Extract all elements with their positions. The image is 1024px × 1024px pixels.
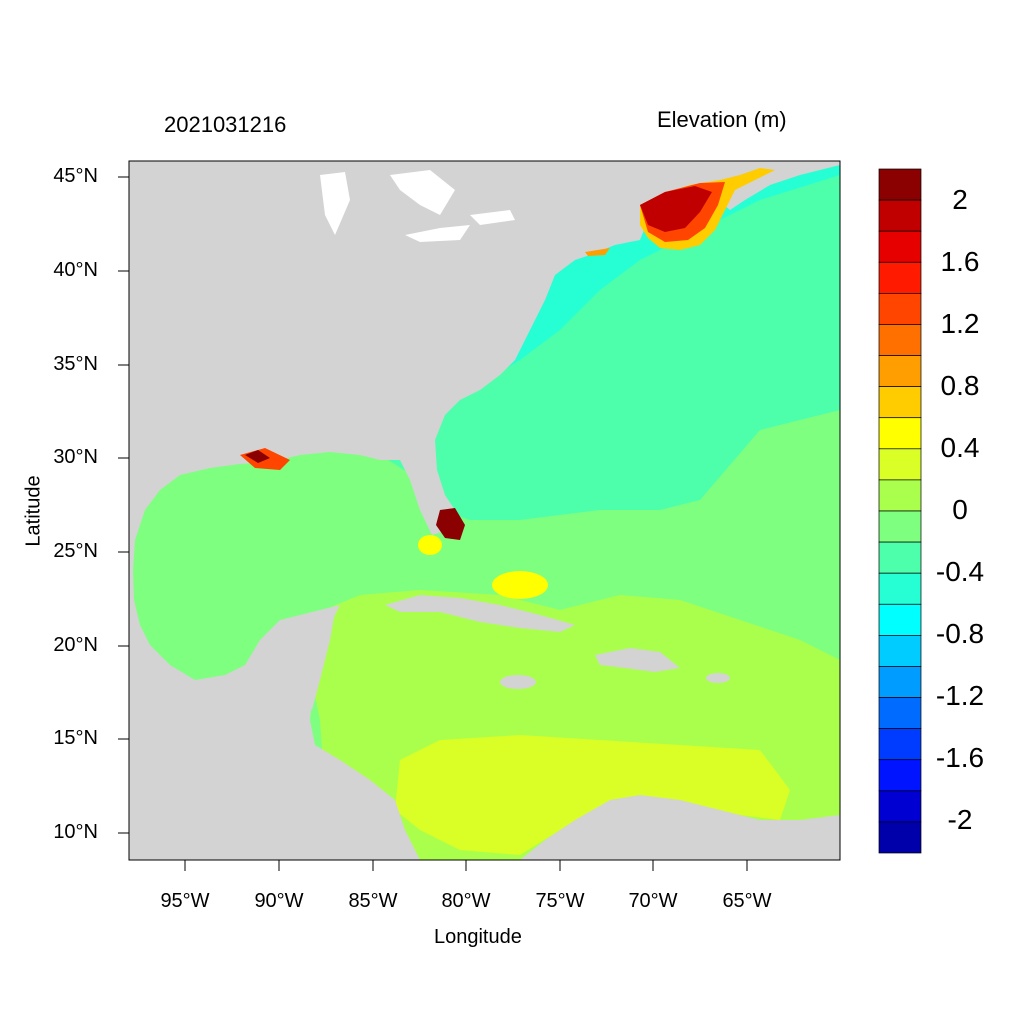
yucatan-land [260, 612, 335, 710]
colorbar-swatch [878, 261, 922, 294]
colorbar [878, 168, 922, 854]
colorbar-label: -0.8 [935, 618, 985, 649]
colorbar-swatch [878, 541, 922, 574]
long-island-surge [585, 248, 610, 256]
colorbar-swatch [878, 199, 922, 232]
colorbar-swatch [878, 355, 922, 387]
variable-title: Elevation (m) [657, 107, 787, 132]
y-tick-label: 45°N [53, 165, 98, 187]
x-tick-label: 85°W [348, 890, 398, 912]
colorbar-swatch [878, 603, 922, 636]
cuba-land [385, 595, 575, 632]
y-tick-label: 15°N [53, 727, 98, 749]
colorbar-swatch [878, 448, 922, 481]
colorbar-label: -2 [947, 804, 973, 835]
colorbar-swatch [878, 230, 922, 263]
south-caribbean-zone [395, 735, 790, 855]
colorbar-label: 0.8 [940, 370, 980, 401]
lake-michigan [320, 172, 350, 235]
x-tick-label: 70°W [628, 890, 678, 912]
x-tick-marks [184, 860, 748, 871]
colorbar-swatch [878, 821, 922, 854]
x-tick-label: 95°W [160, 890, 210, 912]
colorbar-swatch [878, 759, 922, 792]
lake-erie [405, 225, 470, 242]
y-tick-label: 40°N [53, 259, 98, 281]
hispaniola-land [595, 648, 680, 672]
colorbar-swatch [878, 728, 922, 761]
y-tick-label: 10°N [53, 821, 98, 843]
x-tick-label: 80°W [441, 890, 491, 912]
x-tick-label: 65°W [722, 890, 772, 912]
colorbar-swatch [878, 510, 922, 543]
colorbar-swatch [878, 324, 922, 356]
louisiana-surge-core [245, 450, 270, 463]
colorbar-swatch [878, 293, 922, 325]
colorbar-swatch [878, 168, 922, 201]
colorbar-swatch [878, 386, 922, 419]
map-area [129, 161, 840, 860]
canada-land [700, 161, 840, 210]
colorbar-label: 1.2 [940, 308, 980, 339]
north-america-land [129, 161, 760, 720]
y-axis-label: Latitude [22, 475, 45, 547]
colorbar-label: 2 [952, 184, 968, 215]
colorbar-swatch [878, 572, 922, 605]
south-america-land [520, 795, 840, 860]
florida-keys-bank [418, 535, 442, 555]
x-tick-label: 75°W [535, 890, 585, 912]
y-tick-label: 25°N [53, 540, 98, 562]
colorbar-swatch [878, 479, 922, 512]
bahamas-bank [492, 571, 548, 599]
everglades-surge [436, 508, 465, 540]
colorbar-label: -1.6 [935, 742, 985, 773]
y-tick-label: 20°N [53, 634, 98, 656]
colorbar-label: 0.4 [940, 432, 980, 463]
gulf-of-maine-surge-inner [640, 186, 712, 232]
plot-frame [128, 160, 841, 861]
colorbar-label: -0.4 [935, 556, 985, 587]
colorbar-label: 1.6 [940, 246, 980, 277]
y-tick-label: 35°N [53, 353, 98, 375]
lake-ontario [470, 210, 515, 225]
colorbar-label: -1.2 [935, 680, 985, 711]
colorbar-label: 0 [952, 494, 968, 525]
y-tick-label: 30°N [53, 446, 98, 468]
lake-huron [390, 170, 455, 215]
colorbar-swatch [878, 790, 922, 823]
colorbar-swatch [878, 697, 922, 729]
central-america-land [129, 720, 420, 860]
colorbar-swatch [878, 635, 922, 667]
x-axis-label: Longitude [434, 926, 522, 948]
colorbar-swatch [878, 417, 922, 450]
puerto-rico-land [706, 673, 730, 683]
date-stamp: 2021031216 [164, 112, 287, 137]
y-tick-marks [118, 176, 129, 834]
colorbar-swatch [878, 666, 922, 698]
jamaica-land [500, 675, 536, 689]
x-tick-label: 90°W [254, 890, 304, 912]
